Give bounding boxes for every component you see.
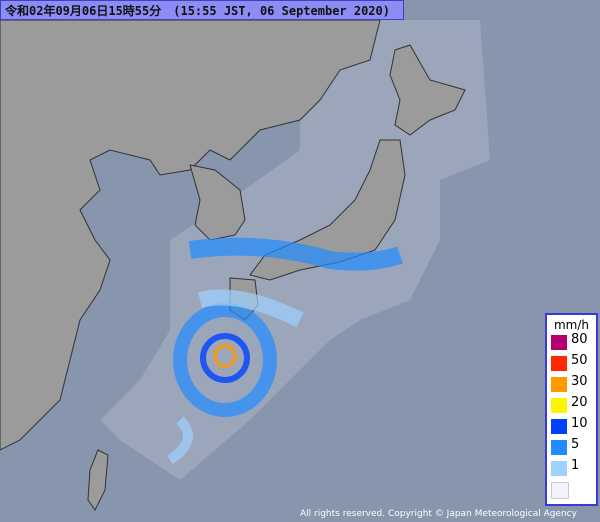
legend-swatch xyxy=(551,419,567,434)
korea xyxy=(189,164,246,241)
legend-swatch xyxy=(551,356,567,371)
rain-bands xyxy=(167,237,403,465)
rain-area xyxy=(167,416,193,465)
legend: mm/h 80 50 30 20 10 5 1 xyxy=(545,313,598,506)
rain-area xyxy=(188,237,403,271)
mainland xyxy=(0,19,381,451)
legend-row: 20 xyxy=(547,395,596,416)
hokkaido xyxy=(389,44,466,136)
header-title: 令和02年09月06日15時55分 (15:55 JST, 06 Septemb… xyxy=(0,0,404,20)
rain-area xyxy=(213,344,237,368)
legend-row: 1 xyxy=(547,458,596,479)
legend-label: 10 xyxy=(571,416,588,431)
legend-label: 30 xyxy=(571,374,588,389)
legend-label: 5 xyxy=(571,437,580,452)
rain-area xyxy=(200,333,250,383)
legend-swatch xyxy=(551,398,567,413)
legend-unit: mm/h xyxy=(553,318,590,332)
taiwan xyxy=(87,449,109,511)
legend-swatch xyxy=(551,482,569,499)
legend-row xyxy=(547,479,596,500)
rain-area xyxy=(173,303,277,417)
rain-area xyxy=(198,289,304,328)
legend-row: 5 xyxy=(547,437,596,458)
legend-swatch xyxy=(551,461,567,476)
legend-label: 1 xyxy=(571,458,580,473)
legend-label: 80 xyxy=(571,332,588,347)
legend-label: 50 xyxy=(571,353,588,368)
legend-row: 80 xyxy=(547,332,596,353)
copyright: All rights reserved. Copyright © Japan M… xyxy=(300,509,577,519)
legend-row: 30 xyxy=(547,374,596,395)
legend-swatch xyxy=(551,335,567,350)
legend-label: 20 xyxy=(571,395,588,410)
legend-row: 50 xyxy=(547,353,596,374)
legend-swatch xyxy=(551,377,567,392)
legend-swatch xyxy=(551,440,567,455)
legend-row: 10 xyxy=(547,416,596,437)
